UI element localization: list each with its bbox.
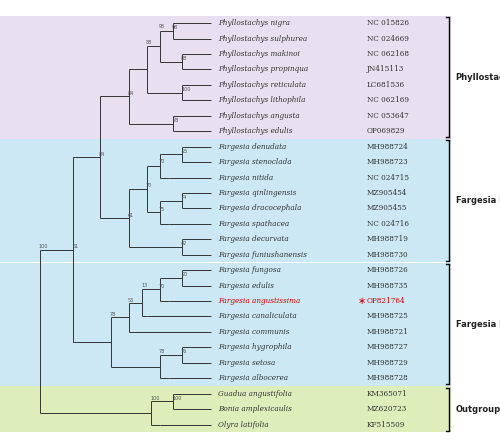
Text: 70: 70 xyxy=(159,284,165,289)
Text: OP069829: OP069829 xyxy=(366,127,405,135)
Text: 74: 74 xyxy=(181,195,188,200)
Text: MH988735: MH988735 xyxy=(366,282,408,290)
Text: ∗: ∗ xyxy=(358,296,366,306)
Bar xyxy=(0,263,451,385)
Text: 61: 61 xyxy=(128,213,134,218)
Text: 100: 100 xyxy=(172,396,182,401)
Text: NC 015826: NC 015826 xyxy=(366,19,408,27)
Text: MH988729: MH988729 xyxy=(366,359,408,367)
Text: 84: 84 xyxy=(128,91,134,96)
Text: NC 024669: NC 024669 xyxy=(366,35,408,43)
Text: Fargesia I: Fargesia I xyxy=(456,196,500,205)
Text: 70: 70 xyxy=(146,183,152,188)
Text: Fargesia II: Fargesia II xyxy=(456,320,500,329)
Text: MZ905454: MZ905454 xyxy=(366,189,407,197)
Text: Fargesia qinlingensis: Fargesia qinlingensis xyxy=(218,189,296,197)
Bar xyxy=(0,139,451,262)
Text: NC 053647: NC 053647 xyxy=(366,112,408,120)
Text: Phyllostachys propinqua: Phyllostachys propinqua xyxy=(218,66,308,73)
Text: MH988721: MH988721 xyxy=(366,328,408,336)
Text: Fargesia albocerea: Fargesia albocerea xyxy=(218,374,288,382)
Text: JN415113: JN415113 xyxy=(366,66,404,73)
Text: 20: 20 xyxy=(181,272,188,277)
Text: Fargesia canaliculata: Fargesia canaliculata xyxy=(218,312,296,320)
Text: Fargesia stenoclada: Fargesia stenoclada xyxy=(218,158,292,166)
Text: MH988725: MH988725 xyxy=(366,312,408,320)
Text: 93: 93 xyxy=(159,24,165,29)
Bar xyxy=(0,16,451,139)
Text: 100: 100 xyxy=(39,244,48,249)
Text: NC 024716: NC 024716 xyxy=(366,220,408,228)
Text: 13: 13 xyxy=(141,283,148,288)
Text: Fargesia nitida: Fargesia nitida xyxy=(218,173,273,182)
Text: MH988727: MH988727 xyxy=(366,343,408,352)
Text: Phyllostachys makinoi: Phyllostachys makinoi xyxy=(218,50,300,58)
Text: 100: 100 xyxy=(150,396,160,401)
Text: NC 024715: NC 024715 xyxy=(366,173,408,182)
Text: MH988730: MH988730 xyxy=(366,251,408,259)
Text: MH988726: MH988726 xyxy=(366,266,408,274)
Text: Fargesia spathacea: Fargesia spathacea xyxy=(218,220,289,228)
Text: Phyllostachys reticulata: Phyllostachys reticulata xyxy=(218,81,306,89)
Text: 42: 42 xyxy=(181,241,188,246)
Text: KF515509: KF515509 xyxy=(366,421,405,429)
Text: 100: 100 xyxy=(181,87,190,92)
Text: Fargesia fungosa: Fargesia fungosa xyxy=(218,266,281,274)
Text: Phyllostachys: Phyllostachys xyxy=(456,73,500,82)
Text: 78: 78 xyxy=(159,349,165,354)
Text: Phyllostachys angusta: Phyllostachys angusta xyxy=(218,112,300,120)
Text: 70: 70 xyxy=(159,159,165,165)
Text: 88: 88 xyxy=(181,56,188,61)
Text: Bonia amplexicaulis: Bonia amplexicaulis xyxy=(218,405,292,413)
Text: Fargesia dracocephala: Fargesia dracocephala xyxy=(218,205,302,213)
Text: 78: 78 xyxy=(172,118,178,123)
Text: NC 062168: NC 062168 xyxy=(366,50,408,58)
Text: Phyllostachys edulis: Phyllostachys edulis xyxy=(218,127,292,135)
Bar xyxy=(0,386,451,432)
Text: MH988728: MH988728 xyxy=(366,374,408,382)
Text: 61: 61 xyxy=(72,244,78,249)
Text: MZ620723: MZ620723 xyxy=(366,405,407,413)
Text: LC681536: LC681536 xyxy=(366,81,405,89)
Text: Fargesia funiushanensis: Fargesia funiushanensis xyxy=(218,251,307,259)
Text: Olyra latifolia: Olyra latifolia xyxy=(218,421,268,429)
Text: 76: 76 xyxy=(181,349,188,354)
Text: Fargesia denudata: Fargesia denudata xyxy=(218,143,286,150)
Text: MH988719: MH988719 xyxy=(366,235,408,243)
Text: 78: 78 xyxy=(110,312,116,317)
Text: MH988724: MH988724 xyxy=(366,143,408,150)
Text: Phyllostachys lithophila: Phyllostachys lithophila xyxy=(218,96,306,104)
Text: KM365071: KM365071 xyxy=(366,390,408,398)
Text: MZ905455: MZ905455 xyxy=(366,205,407,213)
Text: Fargesia decurvata: Fargesia decurvata xyxy=(218,235,288,243)
Text: 53: 53 xyxy=(128,297,134,303)
Text: Fargesia setosa: Fargesia setosa xyxy=(218,359,275,367)
Text: Fargesia edulis: Fargesia edulis xyxy=(218,282,274,290)
Text: Guadua angustifolia: Guadua angustifolia xyxy=(218,390,292,398)
Text: Fargesia hygrophila: Fargesia hygrophila xyxy=(218,343,292,352)
Text: 98: 98 xyxy=(172,25,178,30)
Text: 88: 88 xyxy=(146,40,152,45)
Text: Outgroup: Outgroup xyxy=(456,405,500,414)
Text: 25: 25 xyxy=(181,149,188,154)
Text: MH988723: MH988723 xyxy=(366,158,408,166)
Text: Fargesia angustissima: Fargesia angustissima xyxy=(218,297,300,305)
Text: 75: 75 xyxy=(159,206,165,212)
Text: Phyllostachys nigra: Phyllostachys nigra xyxy=(218,19,290,27)
Text: Fargesia communis: Fargesia communis xyxy=(218,328,290,336)
Text: NC 062169: NC 062169 xyxy=(366,96,408,104)
Text: 84: 84 xyxy=(99,152,105,157)
Text: OP821764: OP821764 xyxy=(366,297,406,305)
Text: Phyllostachys sulphurea: Phyllostachys sulphurea xyxy=(218,35,307,43)
